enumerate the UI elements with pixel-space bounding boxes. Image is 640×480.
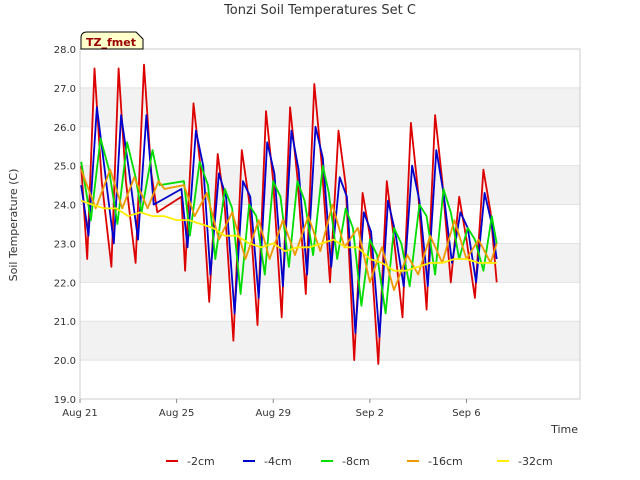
y-tick-label: 20.0 <box>54 356 76 367</box>
y-tick-label: 21.0 <box>54 317 76 328</box>
y-tick-label: 19.0 <box>54 395 76 406</box>
y-axis-label: Soil Temperature (C) <box>7 169 20 282</box>
y-tick-label: 22.0 <box>54 278 76 289</box>
series-line-4cm <box>80 106 498 338</box>
x-axis: Aug 21 Aug 25 Aug 29 Sep 2 Sep 6 <box>62 399 481 419</box>
x-tick-label: Sep 6 <box>452 408 480 419</box>
grid-band <box>80 321 580 361</box>
series-line-32cm <box>80 199 497 272</box>
y-tick-label: 25.0 <box>54 162 76 173</box>
plot-background <box>79 48 581 400</box>
x-tick-label: Aug 29 <box>256 408 291 419</box>
legend-label: -4cm <box>264 455 292 468</box>
legend-label: -2cm <box>187 455 215 468</box>
legend-label: -16cm <box>428 455 463 468</box>
site-badge-label: TZ_fmet <box>86 36 136 49</box>
plot-border <box>79 48 581 400</box>
series-line-8cm <box>80 137 498 315</box>
y-tick-label: 27.0 <box>54 84 76 95</box>
y-tick-label: 28.0 <box>54 45 76 56</box>
x-tick-label: Aug 21 <box>62 408 97 419</box>
chart-title: Tonzi Soil Temperatures Set C <box>224 3 416 18</box>
legend: -2cm -4cm -8cm -16cm -32cm <box>166 455 553 468</box>
site-badge-box <box>80 31 144 50</box>
series-line-16cm <box>80 168 498 291</box>
series-layer <box>80 63 498 365</box>
legend-label: -8cm <box>342 455 370 468</box>
site-badge: TZ_fmet <box>80 31 144 50</box>
y-tick-label: 24.0 <box>54 201 76 212</box>
legend-label: -32cm <box>518 455 553 468</box>
y-tick-label: 23.0 <box>54 239 76 250</box>
grid-band <box>80 87 580 127</box>
y-axis: 19.0 20.0 21.0 22.0 23.0 24.0 25.0 26.0 27.0 28.0 <box>54 45 76 406</box>
x-tick-label: Aug 25 <box>159 408 194 419</box>
x-tick-label: Sep 2 <box>356 408 384 419</box>
x-axis-label: Time <box>550 423 578 436</box>
y-tick-label: 26.0 <box>54 123 76 134</box>
